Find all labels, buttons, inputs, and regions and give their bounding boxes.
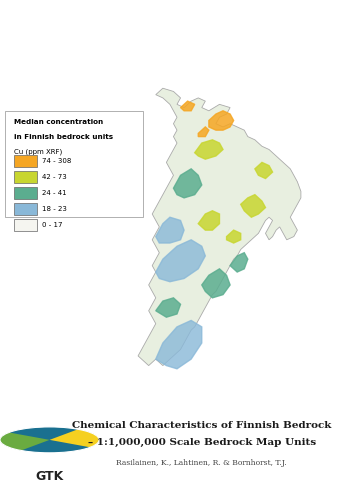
Text: 42 - 73: 42 - 73: [42, 174, 67, 180]
Polygon shape: [198, 127, 209, 136]
Bar: [14, 220, 37, 231]
Polygon shape: [195, 140, 223, 159]
Wedge shape: [0, 432, 50, 450]
Polygon shape: [156, 320, 202, 369]
Text: 24 - 41: 24 - 41: [42, 190, 67, 196]
Polygon shape: [181, 101, 195, 111]
Bar: [14, 171, 37, 182]
Polygon shape: [138, 88, 301, 365]
Text: 0 - 17: 0 - 17: [42, 222, 63, 228]
Bar: [14, 187, 37, 199]
Polygon shape: [241, 194, 266, 217]
Bar: [14, 204, 37, 215]
Bar: [14, 155, 37, 166]
Text: 74 - 308: 74 - 308: [42, 158, 72, 164]
Polygon shape: [255, 162, 273, 178]
Polygon shape: [209, 111, 234, 130]
Text: Chemical Characteristics of Finnish Bedrock: Chemical Characteristics of Finnish Bedr…: [72, 422, 331, 430]
Wedge shape: [50, 430, 99, 448]
Text: 18 - 23: 18 - 23: [42, 206, 67, 212]
Text: Rasilainen, K., Lahtinen, R. & Bornhorst, T.J.: Rasilainen, K., Lahtinen, R. & Bornhorst…: [116, 459, 287, 467]
Polygon shape: [156, 217, 184, 243]
Text: GTK: GTK: [35, 470, 64, 484]
Polygon shape: [156, 240, 205, 282]
Text: Median concentration: Median concentration: [14, 119, 103, 125]
FancyBboxPatch shape: [5, 111, 143, 217]
Text: Report of Investigation 171: Report of Investigation 171: [65, 34, 343, 52]
Polygon shape: [198, 211, 219, 230]
Text: – 1:1,000,000 Scale Bedrock Map Units: – 1:1,000,000 Scale Bedrock Map Units: [88, 438, 316, 447]
Text: GEOLOGICAL SURVEY OF FINLAND: GEOLOGICAL SURVEY OF FINLAND: [171, 12, 343, 22]
Polygon shape: [156, 298, 181, 317]
Text: 2008: 2008: [319, 65, 343, 74]
Polygon shape: [227, 230, 241, 243]
Circle shape: [0, 427, 99, 453]
Text: in Finnish bedrock units: in Finnish bedrock units: [14, 134, 113, 140]
Polygon shape: [202, 269, 230, 298]
Text: Cu (ppm XRF): Cu (ppm XRF): [14, 149, 62, 156]
Polygon shape: [230, 252, 248, 272]
Polygon shape: [173, 169, 202, 198]
